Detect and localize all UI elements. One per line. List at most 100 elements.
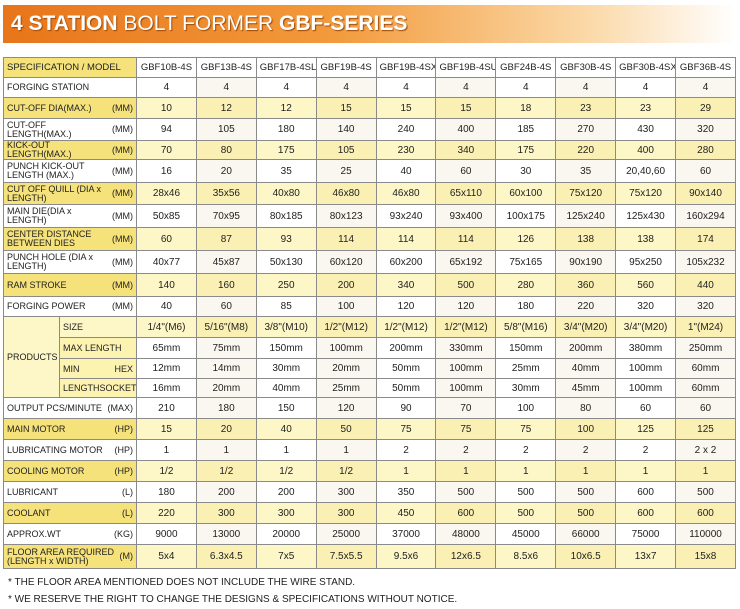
cell: 2 x 2 bbox=[675, 439, 736, 461]
cell: 110000 bbox=[675, 523, 736, 545]
cell: 90x190 bbox=[555, 250, 617, 274]
label-text: FORGING POWER bbox=[7, 301, 86, 311]
cell: 1/2 bbox=[255, 460, 317, 482]
spec-row: PUNCH KICK-OUT LENGTH (MAX.) (MM) 16 20 35 25… bbox=[3, 159, 736, 183]
label-unit: (MM) bbox=[112, 188, 133, 198]
cell: 340 bbox=[435, 140, 497, 160]
cell: 210 bbox=[136, 397, 197, 419]
product-sublabel: SIZE bbox=[59, 316, 137, 338]
cell: 12mm bbox=[136, 358, 197, 379]
label-text: PUNCH HOLE (DIA x LENGTH) bbox=[7, 252, 94, 271]
cell: 75x120 bbox=[555, 182, 617, 205]
cell: 37000 bbox=[375, 523, 437, 545]
cell: 450 bbox=[375, 502, 437, 524]
cell: 280 bbox=[675, 140, 736, 160]
cell: 500 bbox=[435, 273, 497, 297]
cell: 65mm bbox=[136, 337, 197, 359]
cell: 180 bbox=[255, 118, 317, 141]
cell: 100mm bbox=[315, 337, 377, 359]
cell: 114 bbox=[375, 227, 437, 251]
cell: 25 bbox=[315, 159, 377, 183]
sublabel-wrap: MAX LENGTH bbox=[63, 343, 133, 353]
cell: 150 bbox=[255, 397, 317, 419]
spec-row: CUT-OFF LENGTH(MAX.) (MM) 94 105 180 140 240 40… bbox=[3, 118, 736, 141]
label-text: COOLANT bbox=[7, 507, 51, 518]
cell: 95x250 bbox=[615, 250, 677, 274]
spec-row: FLOOR AREA REQUIRED (LENGTH x WIDTH) (M) 5… bbox=[3, 544, 736, 569]
cell: 1 bbox=[435, 460, 497, 482]
cell: 4 bbox=[675, 77, 736, 98]
spec-row: COOLANT (L) 220 300 300 300 450 600 500 500 600 600 bbox=[3, 502, 736, 524]
cell: 50 bbox=[315, 418, 377, 440]
cell: 15 bbox=[435, 97, 497, 119]
label-unit: (MM) bbox=[112, 144, 133, 155]
label-text: KICK-OUT LENGTH(MAX.) bbox=[7, 140, 72, 159]
cell: 1 bbox=[495, 460, 557, 482]
cell: 60 bbox=[675, 397, 736, 419]
cell: 160x294 bbox=[675, 204, 736, 228]
model-name: GBF30B-4SXL bbox=[615, 57, 677, 78]
cell: 175 bbox=[255, 140, 317, 160]
cell: 150mm bbox=[255, 337, 317, 359]
cell: 23 bbox=[555, 97, 617, 119]
cell: 65x110 bbox=[435, 182, 497, 205]
cell: 250 bbox=[255, 273, 317, 297]
cell: 560 bbox=[615, 273, 677, 297]
cell: 4 bbox=[315, 77, 377, 98]
cell: 80 bbox=[555, 397, 617, 419]
cell: 400 bbox=[435, 118, 497, 141]
cell: 320 bbox=[615, 296, 677, 317]
cell: 12 bbox=[195, 97, 257, 119]
cell: 100mm bbox=[615, 378, 677, 398]
label-unit: (MM) bbox=[112, 102, 133, 113]
cell: 45000 bbox=[495, 523, 557, 545]
label-unit: (MM) bbox=[112, 165, 133, 176]
cell: 9.5x6 bbox=[375, 544, 437, 569]
cell: 85 bbox=[255, 296, 317, 317]
label-text: MAIN MOTOR bbox=[7, 423, 66, 434]
row-label: KICK-OUT LENGTH(MAX.) (MM) bbox=[3, 140, 137, 160]
cell: 105x232 bbox=[675, 250, 736, 274]
sublabel-text: SIZE bbox=[63, 322, 84, 332]
model-name: GBF30B-4S bbox=[555, 57, 617, 78]
label-wrap: CUT-OFF DIA(MAX.) (MM) bbox=[7, 102, 133, 113]
label-text: PUNCH KICK-OUT LENGTH (MAX.) bbox=[7, 161, 85, 180]
label-wrap: COOLANT (L) bbox=[7, 507, 133, 518]
cell: 40x80 bbox=[255, 182, 317, 205]
cell: 120 bbox=[375, 296, 437, 317]
cell: 35x56 bbox=[195, 182, 257, 205]
cell: 1/2"(M12) bbox=[315, 316, 377, 338]
cell: 280 bbox=[495, 273, 557, 297]
cell: 430 bbox=[615, 118, 677, 141]
cell: 100 bbox=[555, 418, 617, 440]
row-label: OUTPUT PCS/MINUTE (MAX) bbox=[3, 397, 137, 419]
cell: 5/16"(M8) bbox=[195, 316, 257, 338]
cell: 1 bbox=[315, 439, 377, 461]
cell: 94 bbox=[136, 118, 197, 141]
cell: 40x77 bbox=[136, 250, 197, 274]
cell: 1 bbox=[195, 439, 257, 461]
cell: 125 bbox=[675, 418, 736, 440]
cell: 7.5x5.5 bbox=[315, 544, 377, 569]
cell: 300 bbox=[315, 481, 377, 503]
label-unit: (MM) bbox=[112, 279, 133, 290]
cell: 1/2 bbox=[136, 460, 197, 482]
cell: 200mm bbox=[555, 337, 617, 359]
cell: 30mm bbox=[255, 358, 317, 379]
cell: 80x185 bbox=[255, 204, 317, 228]
cell: 180 bbox=[195, 397, 257, 419]
spec-row: MAIN DIE(DIA x LENGTH) (MM) 50x85 70x95 80x1… bbox=[3, 204, 736, 228]
cell: 500 bbox=[495, 481, 557, 503]
cell: 90 bbox=[375, 397, 437, 419]
cell: 4 bbox=[615, 77, 677, 98]
cell: 70 bbox=[136, 140, 197, 160]
cell: 200 bbox=[255, 481, 317, 503]
cell: 9000 bbox=[136, 523, 197, 545]
cell: 320 bbox=[675, 296, 736, 317]
label-wrap: LUBRICATING MOTOR (HP) bbox=[7, 445, 133, 455]
cell: 600 bbox=[615, 481, 677, 503]
cell: 13000 bbox=[195, 523, 257, 545]
cell: 12x6.5 bbox=[435, 544, 497, 569]
spec-row: CUT-OFF DIA(MAX.) (MM) 10 12 12 15 15 15 18 23 23 2… bbox=[3, 97, 736, 119]
header-row: SPECIFICATION / MODEL GBF10B-4S GBF13B-4S G… bbox=[3, 57, 736, 78]
